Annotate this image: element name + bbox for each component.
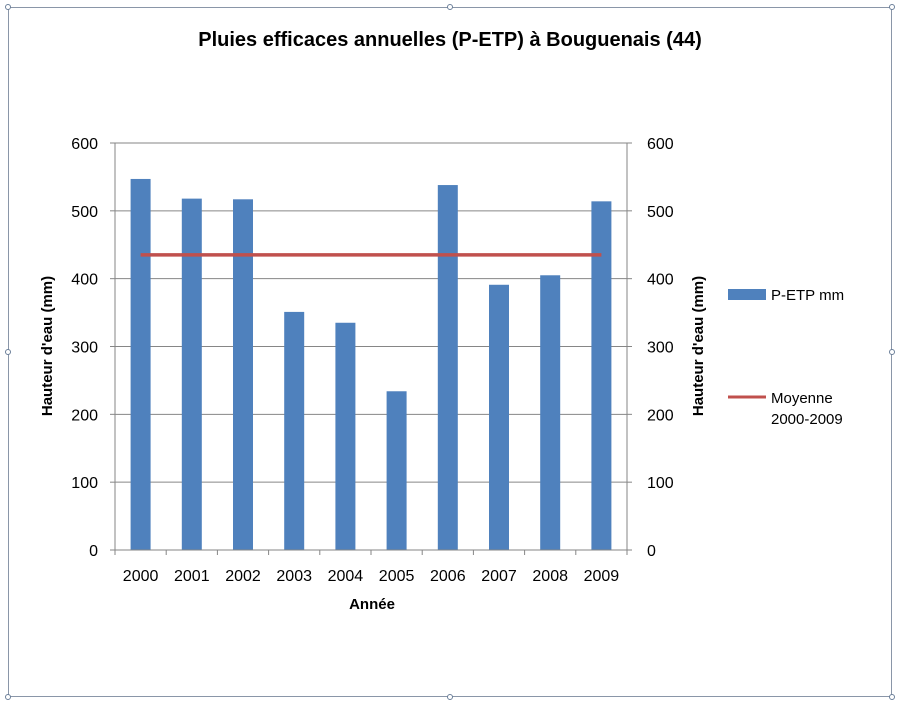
y-tick-label-left: 200 xyxy=(71,407,98,424)
y-tick-label-left: 600 xyxy=(71,136,98,153)
bar-2007 xyxy=(489,284,509,550)
y-tick-label-right: 300 xyxy=(647,340,674,357)
legend-label-bars: P-ETP mm xyxy=(771,287,844,304)
y-tick-label-right: 100 xyxy=(647,475,674,492)
resize-handle-middle-right[interactable] xyxy=(889,349,895,355)
bar-2009 xyxy=(591,201,612,550)
y-tick-label-left: 300 xyxy=(71,340,98,357)
x-tick-label: 2005 xyxy=(379,568,415,585)
y-tick-label-left: 0 xyxy=(89,543,98,560)
resize-handle-middle-left[interactable] xyxy=(5,349,11,355)
axes xyxy=(114,143,628,555)
y-tick-label-right: 200 xyxy=(647,407,674,424)
resize-handle-top-left[interactable] xyxy=(5,4,11,10)
legend-label-line-part-2: 2000-2009 xyxy=(771,411,843,428)
y-tick-label-right: 500 xyxy=(647,204,674,221)
y-tick-label-right: 400 xyxy=(647,272,674,289)
chart-title: Pluies efficaces annuelles (P-ETP) à Bou… xyxy=(198,29,702,51)
x-tick-label: 2004 xyxy=(328,568,364,585)
x-tick-label: 2006 xyxy=(430,568,466,585)
resize-handle-top-center[interactable] xyxy=(447,4,453,10)
bar-2003 xyxy=(284,311,305,550)
bar-2008 xyxy=(540,275,561,550)
resize-handle-bottom-center[interactable] xyxy=(447,694,453,700)
legend-label-line: Moyenne 2000-2009 xyxy=(771,390,843,428)
y-axis-title-right: Hauteur d'eau (mm) xyxy=(690,276,707,416)
x-tick-label: 2001 xyxy=(174,568,210,585)
resize-handle-bottom-left[interactable] xyxy=(5,694,11,700)
y-tick-label-left: 400 xyxy=(71,272,98,289)
x-tick-label: 2007 xyxy=(481,568,517,585)
y-axis-title-left: Hauteur d'eau (mm) xyxy=(39,276,56,416)
x-tick-label: 2003 xyxy=(276,568,312,585)
bar-2001 xyxy=(181,198,202,550)
x-axis-title: Année xyxy=(349,596,395,613)
legend-swatch-bars xyxy=(728,289,766,300)
bar-2006 xyxy=(437,185,458,550)
y-tick-label-left: 500 xyxy=(71,204,98,221)
x-tick-label: 2008 xyxy=(532,568,568,585)
y-tick-label-right: 0 xyxy=(647,543,656,560)
legend-label-line-part-1: Moyenne xyxy=(771,390,833,407)
bar-2002 xyxy=(233,199,253,550)
bar-2005 xyxy=(386,391,407,550)
x-tick-label: 2002 xyxy=(225,568,261,585)
legend: P-ETP mm Moyenne 2000-2009 xyxy=(728,287,844,428)
bar-2004 xyxy=(335,322,356,550)
bar-series xyxy=(130,178,612,550)
x-tick-label: 2000 xyxy=(123,568,159,585)
bar-2000 xyxy=(130,178,151,550)
y-tick-label-left: 100 xyxy=(71,475,98,492)
resize-handle-bottom-right[interactable] xyxy=(889,694,895,700)
resize-handle-top-right[interactable] xyxy=(889,4,895,10)
x-tick-label: 2009 xyxy=(584,568,620,585)
tick-labels: 0 0 100 100 200 200 300 300 400 400 500 500 600 600 20… xyxy=(71,136,674,585)
y-tick-label-right: 600 xyxy=(647,136,674,153)
